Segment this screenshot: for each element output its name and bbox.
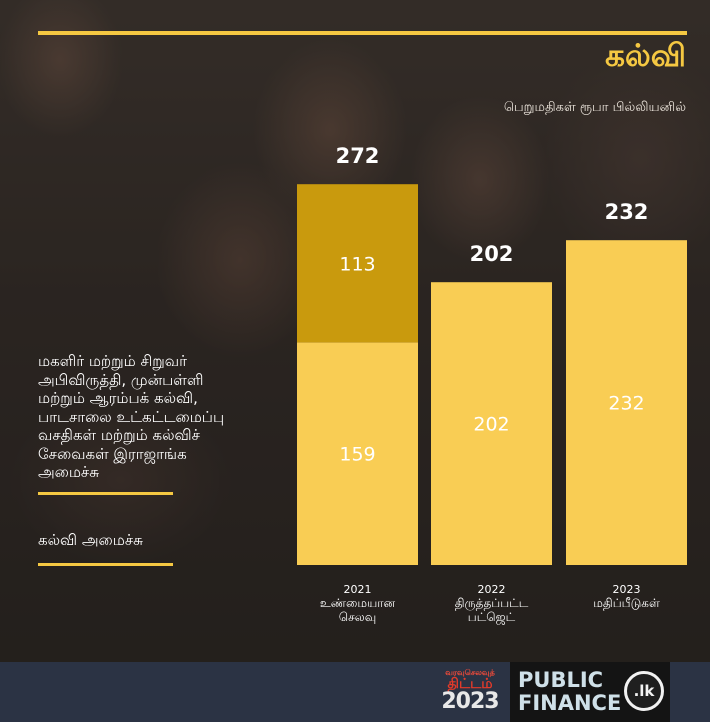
- category-label: மதிப்பீடுகள்: [593, 596, 660, 610]
- category-label: 2021: [344, 583, 372, 596]
- pf-lk-badge: .lk: [624, 671, 664, 711]
- pf-line1: PUBLIC: [518, 668, 604, 692]
- total-value-label: 202: [470, 242, 514, 266]
- category-label: பட்ஜெட்: [468, 610, 516, 625]
- budget-logo-year: 2023: [441, 689, 499, 714]
- category-label: உண்மையான: [320, 596, 396, 610]
- budget-logo-line1: வரவுசெலவுத்: [445, 668, 495, 677]
- ministry-label-education: கல்வி அமைச்சு: [38, 530, 143, 549]
- publicfinance-logo: PUBLIC FINANCE .lk: [510, 662, 670, 722]
- total-value-label: 232: [605, 200, 649, 224]
- budget-2023-logo: வரவுசெலவுத் திட்டம் 2023: [436, 668, 504, 718]
- ministry-state-rule: [38, 491, 173, 495]
- segment-value-label: 113: [339, 253, 375, 275]
- ministry-legend: மகளிர் மற்றும் சிறுவர் அபிவிருத்தி, முன்…: [38, 352, 248, 566]
- ministry-label-state: மகளிர் மற்றும் சிறுவர் அபிவிருத்தி, முன்…: [38, 352, 225, 481]
- publicfinance-wordmark: PUBLIC FINANCE: [518, 669, 621, 715]
- unit-label: பெறுமதிகள் ரூபா பில்லியனில்: [503, 100, 686, 115]
- bar-segment: [566, 240, 687, 565]
- ministry-education-rule: [38, 562, 173, 566]
- bar-segment: [431, 282, 552, 565]
- segment-value-label: 232: [608, 393, 644, 415]
- category-label: திருத்தப்பட்ட: [455, 596, 529, 611]
- pf-line2: FINANCE: [518, 691, 622, 715]
- budget-logo-line2: திட்டம்: [447, 676, 493, 692]
- page-title: கல்வி: [605, 38, 686, 74]
- segment-value-label: 202: [473, 414, 509, 436]
- segment-value-label: 159: [339, 444, 375, 466]
- category-label: 2023: [613, 583, 641, 596]
- category-label: செலவு: [339, 610, 376, 624]
- bar-segment: [297, 342, 418, 565]
- category-label: 2022: [478, 583, 506, 596]
- total-value-label: 272: [336, 144, 380, 168]
- bar-segment: [297, 184, 418, 343]
- top-rule: [38, 31, 687, 35]
